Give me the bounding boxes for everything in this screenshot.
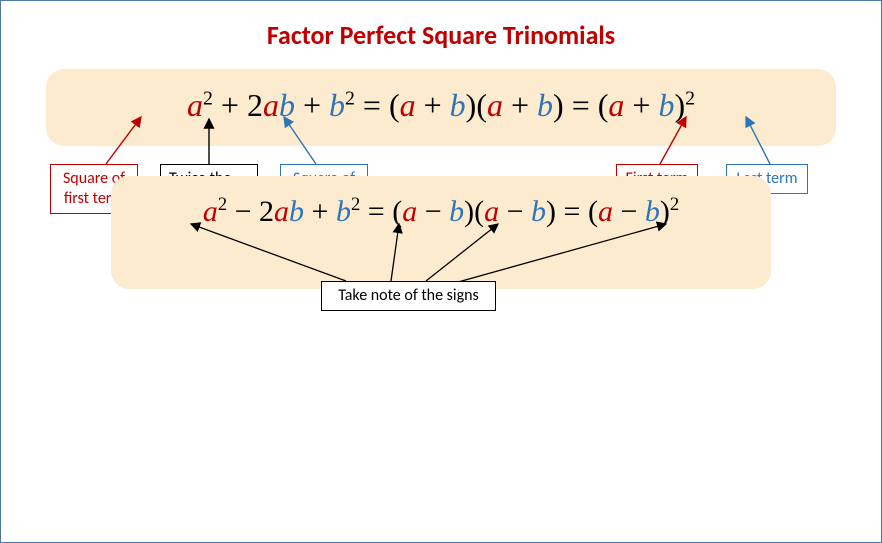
formula-minus: a2 − 2ab + b2 = (a − b)(a − b) = (a − b)… xyxy=(135,194,747,229)
panel-formula-plus: a2 + 2ab + b2 = (a + b)(a + b) = (a + b)… xyxy=(46,69,836,146)
panel-formula-minus: a2 − 2ab + b2 = (a − b)(a − b) = (a − b)… xyxy=(111,176,771,289)
label-signs: Take note of the signs xyxy=(321,281,496,311)
formula-plus: a2 + 2ab + b2 = (a + b)(a + b) = (a + b)… xyxy=(70,87,812,124)
page-title: Factor Perfect Square Trinomials xyxy=(31,19,851,51)
